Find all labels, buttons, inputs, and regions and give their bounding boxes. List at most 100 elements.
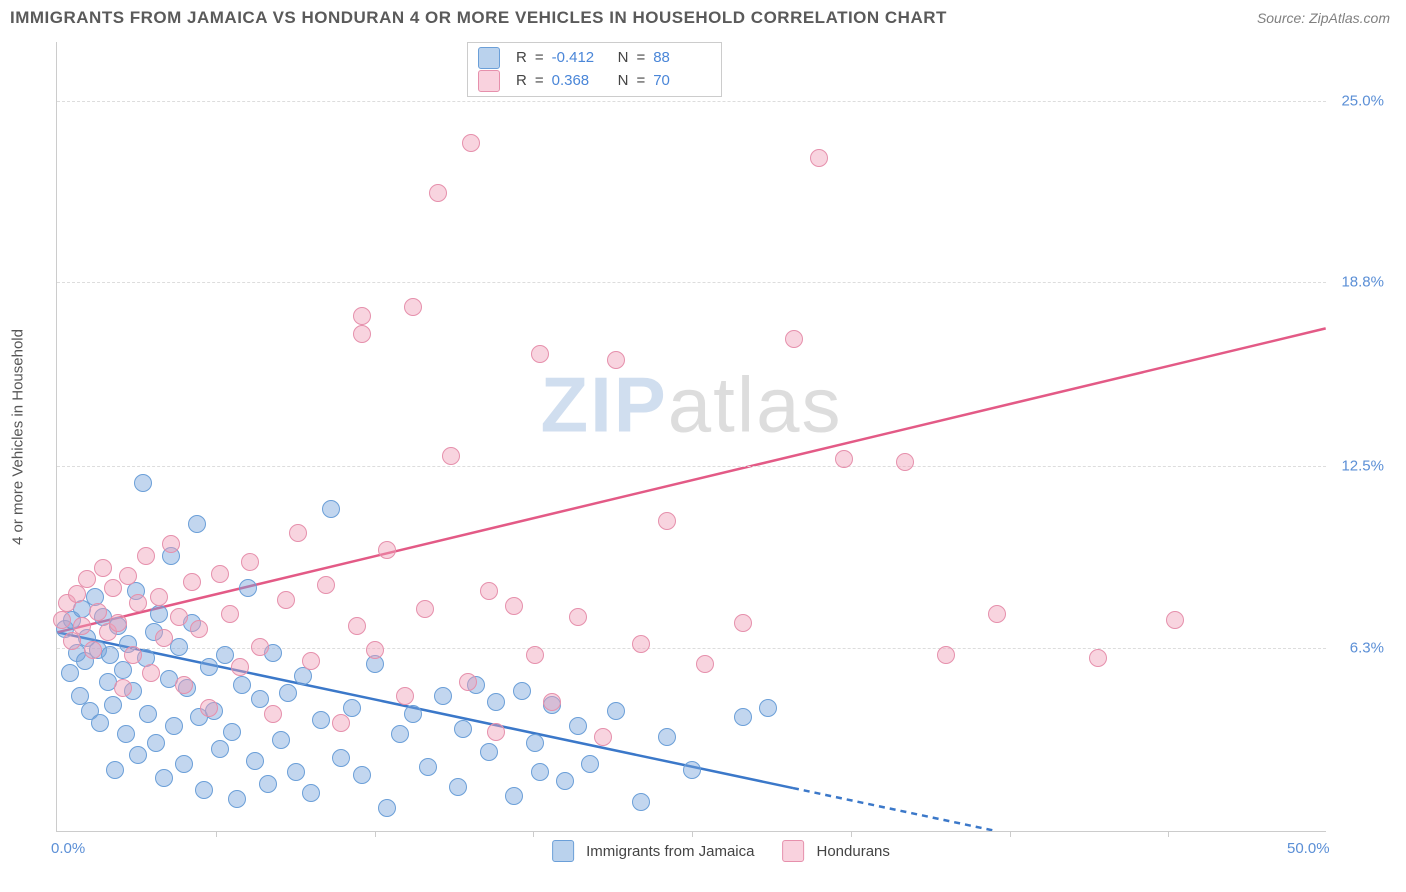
data-point-honduran [937, 646, 955, 664]
stat-R-label: R [516, 70, 527, 93]
data-point-jamaica [734, 708, 752, 726]
x-tick-mark [851, 831, 852, 837]
data-point-jamaica [759, 699, 777, 717]
stat-N-value-honduran: 70 [653, 70, 707, 93]
y-axis-title: 4 or more Vehicles in Household [10, 329, 27, 545]
x-legend-label-honduran: Hondurans [816, 843, 889, 860]
y-tick-label: 12.5% [1341, 458, 1384, 475]
data-point-jamaica [279, 684, 297, 702]
data-point-honduran [175, 676, 193, 694]
data-point-honduran [251, 638, 269, 656]
x-axis-legend: Immigrants from Jamaica Hondurans [552, 840, 890, 862]
data-point-honduran [459, 673, 477, 691]
data-point-honduran [73, 617, 91, 635]
data-point-jamaica [147, 734, 165, 752]
stat-eq: = [636, 70, 645, 93]
data-point-honduran [53, 611, 71, 629]
data-point-honduran [94, 559, 112, 577]
watermark-light: atlas [668, 360, 843, 448]
data-point-jamaica [454, 720, 472, 738]
source-name: ZipAtlas.com [1309, 10, 1390, 26]
stat-R-label: R [516, 47, 527, 70]
x-legend-label-jamaica: Immigrants from Jamaica [586, 843, 754, 860]
data-point-honduran [264, 705, 282, 723]
data-point-honduran [1166, 611, 1184, 629]
data-point-jamaica [487, 693, 505, 711]
data-point-honduran [89, 603, 107, 621]
x-tick-mark [533, 831, 534, 837]
stat-N-value-jamaica: 88 [653, 47, 707, 70]
data-point-jamaica [505, 787, 523, 805]
data-point-jamaica [312, 711, 330, 729]
data-point-jamaica [531, 763, 549, 781]
data-point-jamaica [91, 714, 109, 732]
data-point-honduran [462, 134, 480, 152]
watermark: ZIPatlas [540, 359, 842, 450]
data-point-honduran [734, 614, 752, 632]
data-point-honduran [78, 570, 96, 588]
plot-wrap: 4 or more Vehicles in Household ZIPatlas… [56, 42, 1386, 832]
stat-eq: = [535, 47, 544, 70]
data-point-jamaica [251, 690, 269, 708]
watermark-bold: ZIP [540, 360, 667, 448]
data-point-honduran [543, 693, 561, 711]
data-point-jamaica [353, 766, 371, 784]
data-point-jamaica [434, 687, 452, 705]
x-tick-mark [375, 831, 376, 837]
data-point-honduran [200, 699, 218, 717]
legend-swatch-jamaica [478, 47, 500, 69]
data-point-honduran [632, 635, 650, 653]
data-point-honduran [221, 605, 239, 623]
data-point-honduran [170, 608, 188, 626]
x-tick-mark [1010, 831, 1011, 837]
gridline [57, 282, 1326, 283]
data-point-jamaica [188, 515, 206, 533]
data-point-honduran [607, 351, 625, 369]
stat-N-label: N [618, 47, 629, 70]
data-point-honduran [155, 629, 173, 647]
data-point-honduran [896, 453, 914, 471]
legend-stats-box: R=-0.412N=88R=0.368N=70 [467, 42, 722, 97]
data-point-honduran [531, 345, 549, 363]
x-tick-mark [692, 831, 693, 837]
data-point-jamaica [216, 646, 234, 664]
data-point-honduran [190, 620, 208, 638]
data-point-jamaica [228, 790, 246, 808]
y-tick-label: 25.0% [1341, 92, 1384, 109]
data-point-jamaica [287, 763, 305, 781]
data-point-honduran [114, 679, 132, 697]
data-point-jamaica [223, 723, 241, 741]
legend-swatch-honduran [478, 70, 500, 92]
data-point-honduran [183, 573, 201, 591]
stat-N-label: N [618, 70, 629, 93]
x-tick-label: 0.0% [51, 840, 85, 857]
header-bar: IMMIGRANTS FROM JAMAICA VS HONDURAN 4 OR… [0, 0, 1406, 42]
data-point-honduran [396, 687, 414, 705]
data-point-jamaica [200, 658, 218, 676]
data-point-honduran [658, 512, 676, 530]
data-point-jamaica [322, 500, 340, 518]
data-point-jamaica [106, 761, 124, 779]
data-point-honduran [162, 535, 180, 553]
data-point-honduran [119, 567, 137, 585]
data-point-jamaica [117, 725, 135, 743]
data-point-honduran [129, 594, 147, 612]
gridline [57, 648, 1326, 649]
data-point-jamaica [259, 775, 277, 793]
y-tick-label: 6.3% [1350, 639, 1384, 656]
stat-R-value-honduran: 0.368 [552, 70, 606, 93]
trend-lines [57, 42, 1326, 831]
data-point-jamaica [101, 646, 119, 664]
data-point-honduran [480, 582, 498, 600]
data-point-honduran [416, 600, 434, 618]
data-point-honduran [835, 450, 853, 468]
plot-area: ZIPatlas R=-0.412N=88R=0.368N=70 6.3%12.… [56, 42, 1326, 832]
data-point-jamaica [139, 705, 157, 723]
data-point-honduran [353, 307, 371, 325]
data-point-jamaica [526, 734, 544, 752]
data-point-jamaica [239, 579, 257, 597]
data-point-jamaica [607, 702, 625, 720]
data-point-jamaica [272, 731, 290, 749]
data-point-jamaica [195, 781, 213, 799]
data-point-jamaica [332, 749, 350, 767]
